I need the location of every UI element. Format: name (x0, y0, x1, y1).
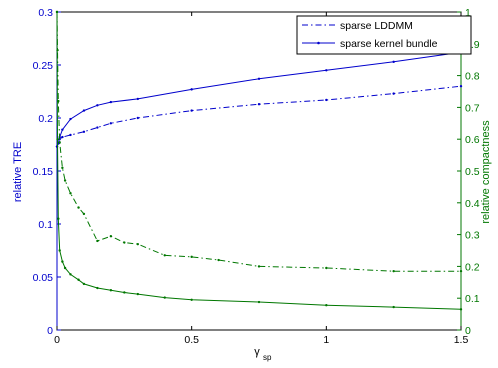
data-point-compactness-dashdot (69, 192, 72, 195)
right-y-tick-label: 0.2 (465, 261, 480, 273)
data-point-sparse-lddmm (109, 122, 113, 125)
data-point-sparse-lddmm (392, 92, 395, 95)
left-axis-label: relative TRE (12, 142, 24, 202)
data-point-compactness-solid (82, 282, 86, 286)
data-point-sparse-lddmm (82, 130, 86, 133)
left-y-tick-label: 0.25 (33, 60, 54, 72)
data-point-sparse-lddmm (325, 98, 328, 102)
data-point-compactness-solid (61, 260, 64, 263)
data-point-compactness-solid (63, 266, 67, 270)
right-y-tick-label: 0 (465, 325, 471, 337)
data-point-compactness-dashdot (392, 269, 395, 273)
left-y-tick-label: 0.1 (38, 219, 53, 231)
data-point-compactness-dashdot (163, 254, 166, 257)
data-point-sparse-kernel-bundle (109, 100, 113, 104)
right-y-tick-label: 0.4 (465, 198, 480, 210)
x-axis-label: γ sp (254, 346, 272, 362)
data-point-compactness-dashdot (190, 255, 193, 259)
right-axis-label: relative compactness (480, 120, 492, 224)
data-point-compactness-dashdot (123, 241, 126, 244)
data-point-compactness-solid (257, 300, 261, 304)
x-tick-label: 1.5 (454, 334, 469, 346)
right-y-tick-label: 0.1 (465, 293, 480, 305)
data-point-compactness-solid (109, 289, 113, 292)
data-point-sparse-lddmm (96, 126, 99, 129)
data-point-compactness-solid (136, 292, 139, 296)
data-point-compactness-solid (459, 308, 463, 311)
left-y-tick-label: 0.3 (38, 7, 53, 19)
left-y-tick-label: 0.05 (33, 272, 54, 284)
data-point-compactness-dashdot (96, 239, 99, 243)
data-point-compactness-solid (190, 298, 193, 301)
data-point-compactness-solid (392, 305, 395, 309)
data-point-sparse-lddmm (257, 103, 261, 106)
data-point-compactness-dashdot (325, 266, 328, 270)
data-point-compactness-solid (123, 291, 126, 294)
data-point-compactness-dashdot (58, 141, 61, 144)
data-point-compactness-dashdot (459, 269, 463, 273)
data-point-compactness-dashdot (63, 179, 67, 182)
data-point-sparse-kernel-bundle (325, 69, 328, 72)
right-y-tick-label: 0.6 (465, 134, 480, 146)
left-y-tick-label: 0 (47, 325, 53, 337)
data-point-compactness-dashdot (257, 265, 261, 268)
left-y-tick-label: 0.2 (38, 113, 53, 125)
data-point-sparse-kernel-bundle (96, 104, 99, 107)
legend: sparse LDDMM sparse kernel bundle (296, 15, 472, 55)
data-point-compactness-solid (56, 138, 59, 141)
data-point-compactness-dashdot (77, 206, 80, 209)
data-point-sparse-kernel-bundle (136, 97, 139, 101)
data-point-sparse-kernel-bundle (69, 117, 72, 121)
data-point-sparse-lddmm (69, 133, 72, 137)
data-point-compactness-dashdot (82, 212, 86, 216)
data-point-compactness-solid (69, 273, 72, 276)
data-point-sparse-lddmm (136, 116, 139, 120)
data-point-sparse-kernel-bundle (82, 109, 86, 112)
x-tick-label: 0 (54, 334, 60, 346)
data-point-compactness-solid (77, 278, 80, 281)
right-y-tick-label: 0.7 (465, 102, 480, 114)
series-line-compactness-dashdot (56, 11, 461, 272)
x-tick-label: 0.5 (184, 334, 199, 346)
data-point-sparse-kernel-bundle (392, 60, 395, 64)
plot-frame (56, 11, 462, 331)
data-point-compactness-solid (325, 303, 328, 307)
legend-box (296, 15, 472, 55)
data-point-compactness-solid (57, 217, 60, 220)
x-axis-label-subscript: sp (263, 353, 272, 362)
data-point-sparse-kernel-bundle (190, 88, 193, 91)
data-point-sparse-lddmm (61, 135, 64, 139)
data-point-compactness-solid (58, 249, 61, 252)
data-point-sparse-lddmm (190, 109, 193, 112)
right-y-tick-label: 0.5 (465, 166, 480, 178)
legend-label-sparse-kernel-bundle: sparse kernel bundle (340, 38, 438, 50)
data-point-compactness-dashdot (61, 166, 64, 170)
data-point-compactness-solid (96, 286, 99, 290)
x-axis-label-symbol: γ (254, 346, 260, 358)
data-point-compactness-dashdot (217, 258, 220, 262)
right-y-tick-label: 1 (465, 7, 471, 19)
legend-label-sparse-lddmm: sparse LDDMM (340, 20, 413, 32)
legend-marker-sparse-kernel-bundle (317, 41, 320, 45)
data-point-sparse-lddmm (459, 85, 463, 88)
left-y-tick-label: 0.15 (33, 166, 54, 178)
data-point-compactness-solid (163, 296, 166, 299)
data-point-compactness-dashdot (136, 242, 139, 246)
right-y-tick-label: 0.3 (465, 230, 480, 242)
data-point-compactness-solid (55, 10, 59, 14)
data-point-sparse-kernel-bundle (61, 128, 64, 131)
x-tick-label: 1 (323, 334, 329, 346)
series-line-sparse-lddmm (56, 85, 462, 147)
data-point-compactness-dashdot (109, 234, 113, 238)
series-line-sparse-kernel-bundle (56, 51, 462, 147)
right-y-tick-label: 0.8 (465, 71, 480, 83)
data-point-sparse-kernel-bundle (257, 77, 261, 80)
